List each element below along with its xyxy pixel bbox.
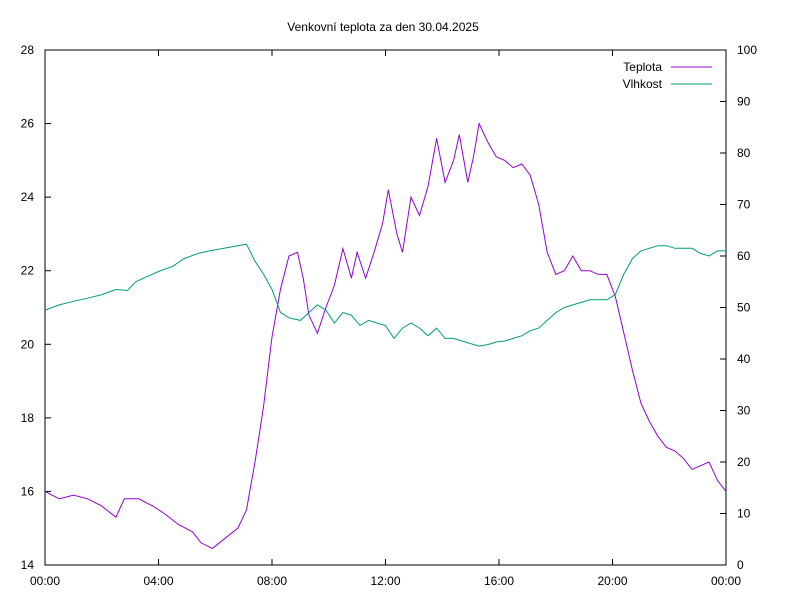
y-left-tick-label: 16 [21, 484, 35, 498]
y-right-tick-label: 10 [737, 507, 751, 521]
y-right-tick-label: 90 [737, 95, 751, 109]
y-right-tick-label: 50 [737, 301, 751, 315]
y-right-tick-label: 40 [737, 352, 751, 366]
legend-label: Teplota [623, 60, 662, 74]
series-line-vlhkost [44, 243, 726, 347]
y-axis-right-ticks: 0 10 20 30 40 50 60 70 80 90 100 [720, 43, 757, 572]
series-lines [44, 121, 727, 549]
y-left-tick-label: 22 [21, 264, 35, 278]
y-left-tick-label: 26 [21, 117, 35, 131]
y-left-tick-label: 14 [21, 558, 35, 572]
y-left-tick-label: 28 [21, 43, 35, 57]
y-right-tick-label: 100 [737, 43, 757, 57]
x-axis-ticks: 00:00 04:00 08:00 12:00 16:00 20:00 00:00 [30, 50, 741, 588]
x-tick-label: 12:00 [370, 574, 400, 588]
x-tick-label: 20:00 [597, 574, 627, 588]
y-left-tick-label: 24 [21, 190, 35, 204]
series-line-teplota [44, 121, 727, 549]
legend: Teplota Vlhkost [623, 60, 712, 91]
plot-border [44, 49, 727, 566]
y-right-tick-label: 70 [737, 198, 751, 212]
y-left-tick-label: 18 [21, 411, 35, 425]
x-tick-label: 16:00 [484, 574, 514, 588]
x-tick-label: 04:00 [143, 574, 173, 588]
legend-label: Vlhkost [623, 77, 663, 91]
x-tick-label: 08:00 [257, 574, 287, 588]
y-right-tick-label: 20 [737, 455, 751, 469]
y-axis-left-ticks: 14 16 18 20 22 24 26 28 [21, 43, 51, 572]
plot-frame [44, 49, 727, 566]
chart-title: Venkovní teplota za den 30.04.2025 [287, 20, 479, 34]
y-right-tick-label: 80 [737, 146, 751, 160]
y-right-tick-label: 0 [737, 558, 744, 572]
x-tick-label: 00:00 [711, 574, 741, 588]
y-left-tick-label: 20 [21, 337, 35, 351]
y-right-tick-label: 60 [737, 249, 751, 263]
y-right-tick-label: 30 [737, 404, 751, 418]
x-tick-label: 00:00 [30, 574, 60, 588]
